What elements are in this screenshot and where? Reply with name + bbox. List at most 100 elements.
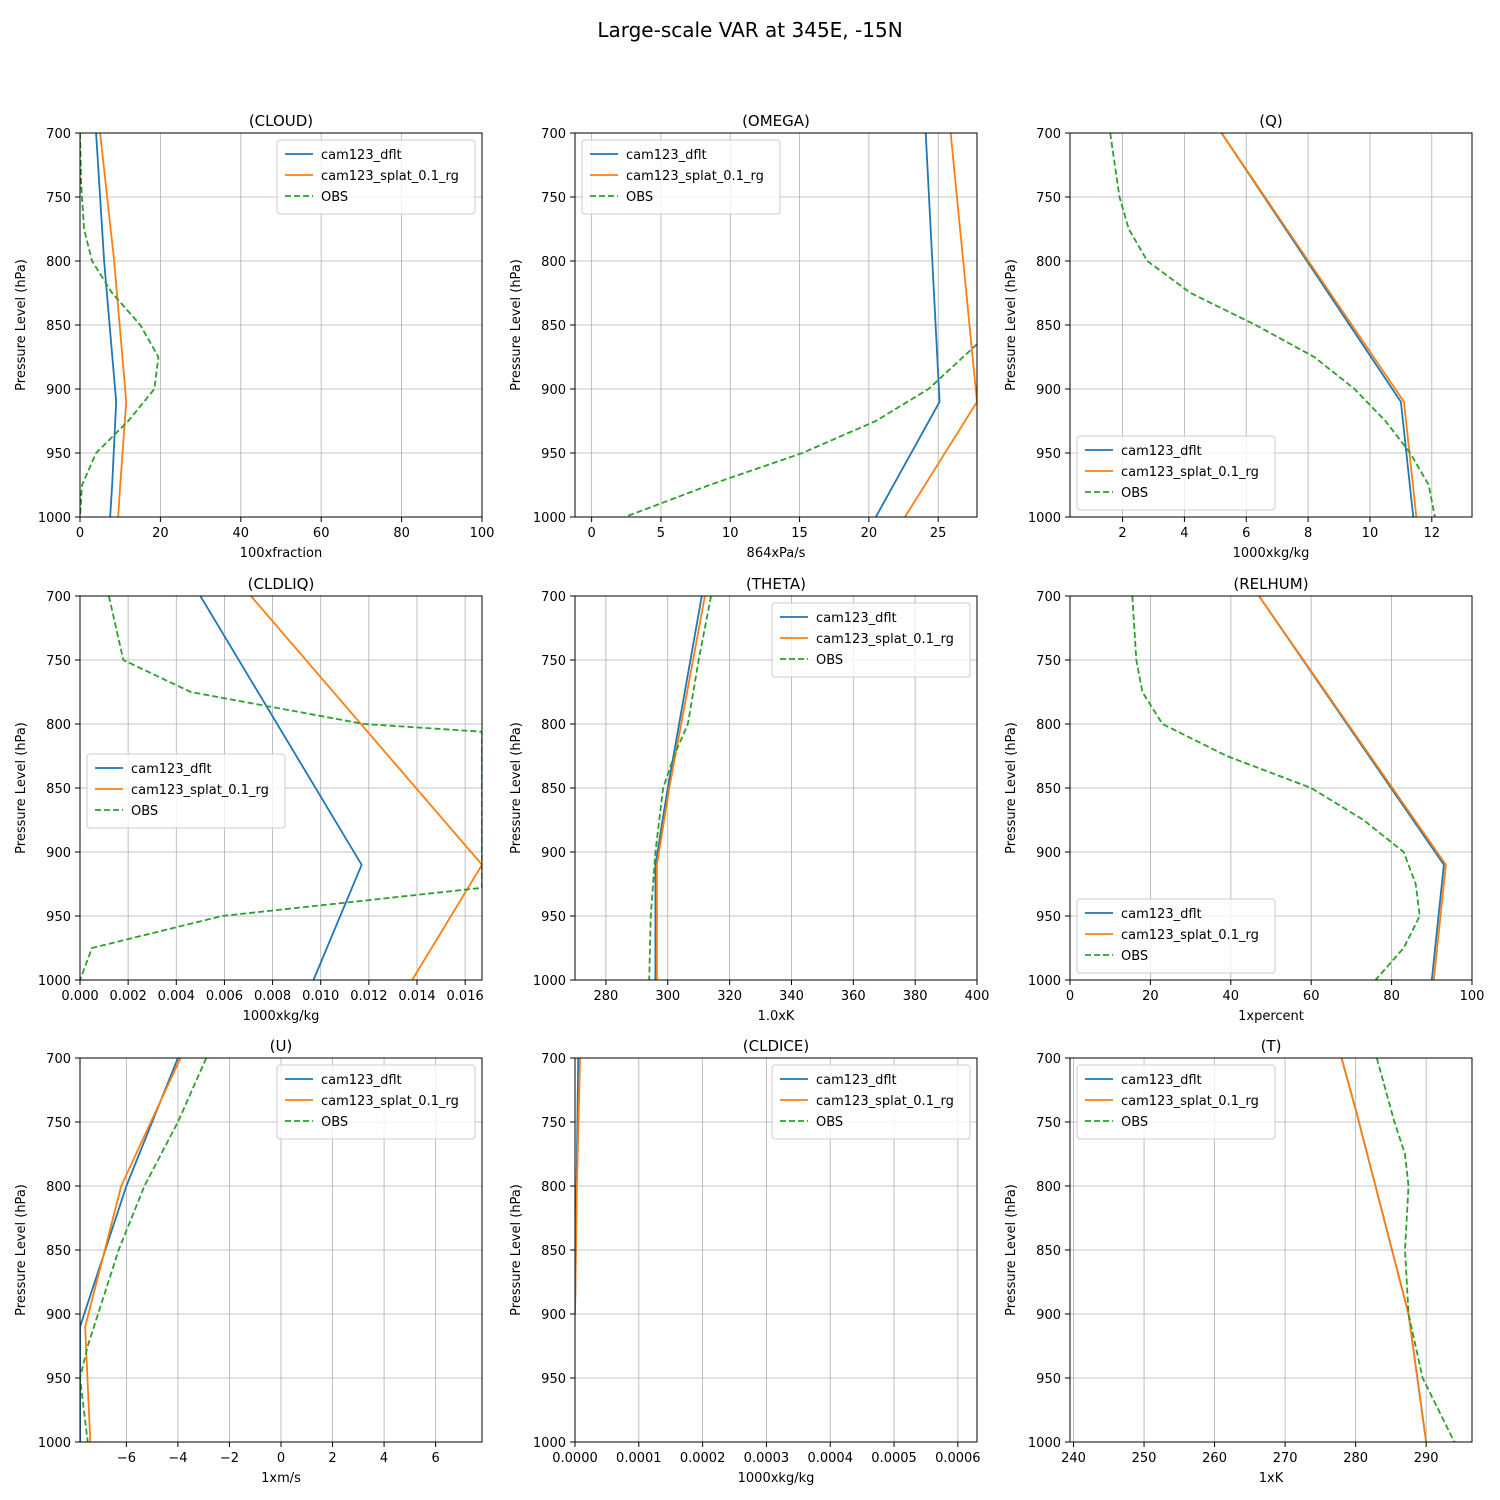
y-tick-label: 900	[1036, 383, 1061, 398]
y-tick-label: 700	[46, 590, 71, 605]
x-tick-label: 280	[594, 989, 619, 1004]
x-tick-label: 250	[1132, 1451, 1157, 1466]
y-axis-label: Pressure Level (hPa)	[509, 1184, 524, 1316]
series-line-splat	[575, 1058, 581, 1315]
legend-label-dflt: cam123_dflt	[816, 611, 897, 626]
x-tick-label: 280	[1343, 1451, 1368, 1466]
legend: cam123_dflt cam123_splat_0.1_rg OBS	[771, 602, 971, 678]
subplot-title: (Q)	[1259, 112, 1283, 130]
y-tick-label: 950	[46, 447, 71, 462]
series-lines	[575, 1058, 581, 1315]
legend-label-splat: cam123_splat_0.1_rg	[1121, 465, 1259, 480]
x-tick-label: 40	[233, 526, 250, 541]
y-tick-label: 750	[1036, 1116, 1061, 1131]
y-tick-label: 900	[541, 1308, 566, 1323]
series-lines	[1131, 596, 1447, 980]
legend-label-splat: cam123_splat_0.1_rg	[816, 1094, 954, 1109]
y-tick-label: 1000	[38, 974, 71, 989]
x-tick-label: 0.006	[206, 989, 243, 1004]
series-lines	[1109, 133, 1436, 517]
series-line-obs	[80, 133, 160, 517]
series-lines	[1340, 1058, 1456, 1442]
subplot-cldice: 0.0000 0.0001 0.0002 0.0003 0.0004 0.0005 0.00…	[509, 1037, 981, 1486]
x-tick-label: −4	[168, 1451, 187, 1466]
y-axis-label: Pressure Level (hPa)	[1004, 259, 1019, 391]
subplot-q: 2 4 6 8 10 12 700 750 800 850 900 950 1000 (Q) 1000xkg…	[1004, 112, 1473, 561]
subplot-title: (T)	[1261, 1037, 1282, 1055]
x-tick-label: 80	[1383, 989, 1400, 1004]
legend-label-dflt: cam123_dflt	[1121, 1073, 1202, 1088]
series-line-splat	[1340, 1058, 1428, 1442]
series-line-dflt	[654, 596, 703, 980]
x-tick-label: 100	[1460, 989, 1485, 1004]
series-line-obs	[1375, 1058, 1456, 1442]
legend-label-dflt: cam123_dflt	[1121, 907, 1202, 922]
legend-label-obs: OBS	[816, 1115, 843, 1130]
series-lines	[624, 133, 977, 517]
y-tick-label: 900	[1036, 1308, 1061, 1323]
y-tick-label: 1000	[533, 974, 566, 989]
y-tick-label: 800	[46, 718, 71, 733]
y-tick-label: 750	[1036, 654, 1061, 669]
x-axis-label: 1.0xK	[758, 1009, 795, 1024]
y-tick-label: 700	[541, 590, 566, 605]
x-tick-label: 2	[328, 1451, 336, 1466]
legend-label-obs: OBS	[1121, 949, 1148, 964]
legend-label-splat: cam123_splat_0.1_rg	[816, 632, 954, 647]
series-lines	[80, 1058, 208, 1442]
y-tick-label: 800	[1036, 1180, 1061, 1195]
x-tick-label: 0.010	[302, 989, 339, 1004]
subplot-t: 240 250 260 270 280 290 700 750 800 850 900 950 1000…	[1004, 1037, 1473, 1486]
y-tick-label: 700	[46, 1052, 71, 1067]
x-tick-label: 0.0005	[871, 1451, 917, 1466]
y-tick-label: 750	[541, 654, 566, 669]
x-tick-label: 0.002	[110, 989, 147, 1004]
x-tick-label: 260	[1202, 1451, 1227, 1466]
x-tick-label: 100	[470, 526, 495, 541]
legend-label-splat: cam123_splat_0.1_rg	[626, 169, 764, 184]
x-tick-label: 10	[722, 526, 739, 541]
subplot-theta: 280 300 320 340 360 380 400 700 750 800 850 900 950 1…	[509, 575, 989, 1024]
legend: cam123_dflt cam123_splat_0.1_rg OBS	[771, 1064, 971, 1140]
series-lines	[80, 133, 160, 517]
y-tick-label: 700	[541, 127, 566, 142]
y-axis-label: Pressure Level (hPa)	[14, 722, 29, 854]
legend-label-obs: OBS	[626, 190, 653, 205]
y-axis-label: Pressure Level (hPa)	[1004, 1184, 1019, 1316]
x-tick-label: 2	[1118, 526, 1126, 541]
y-tick-label: 750	[46, 654, 71, 669]
y-tick-label: 700	[541, 1052, 566, 1067]
x-tick-label: 6	[431, 1451, 439, 1466]
y-tick-label: 950	[541, 447, 566, 462]
x-axis-label: 100xfraction	[240, 546, 322, 561]
y-tick-label: 850	[541, 319, 566, 334]
x-tick-label: 6	[1242, 526, 1250, 541]
legend-label-obs: OBS	[816, 653, 843, 668]
legend-box	[771, 602, 971, 678]
x-tick-label: 300	[655, 989, 680, 1004]
x-tick-label: 240	[1061, 1451, 1086, 1466]
y-tick-label: 850	[1036, 782, 1061, 797]
x-axis-label: 1xm/s	[261, 1471, 301, 1486]
legend-box	[1076, 1064, 1276, 1140]
legend-label-dflt: cam123_dflt	[1121, 444, 1202, 459]
figure-title: Large-scale VAR at 345E, -15N	[597, 18, 902, 42]
y-tick-label: 850	[46, 319, 71, 334]
x-tick-label: 0.0001	[616, 1451, 662, 1466]
legend-label-obs: OBS	[131, 804, 158, 819]
y-tick-label: 950	[46, 1372, 71, 1387]
series-line-dflt	[199, 596, 363, 980]
subplot-title: (CLOUD)	[249, 112, 313, 130]
legend-box	[581, 139, 781, 215]
x-tick-label: 0	[1066, 989, 1074, 1004]
legend-box	[276, 1064, 476, 1140]
x-tick-label: 60	[313, 526, 330, 541]
legend-label-dflt: cam123_dflt	[131, 762, 212, 777]
y-tick-label: 900	[541, 383, 566, 398]
x-tick-label: 0.0002	[680, 1451, 726, 1466]
legend-label-dflt: cam123_dflt	[626, 148, 707, 163]
y-tick-label: 800	[46, 1180, 71, 1195]
legend: cam123_dflt cam123_splat_0.1_rg OBS	[1076, 1064, 1276, 1140]
